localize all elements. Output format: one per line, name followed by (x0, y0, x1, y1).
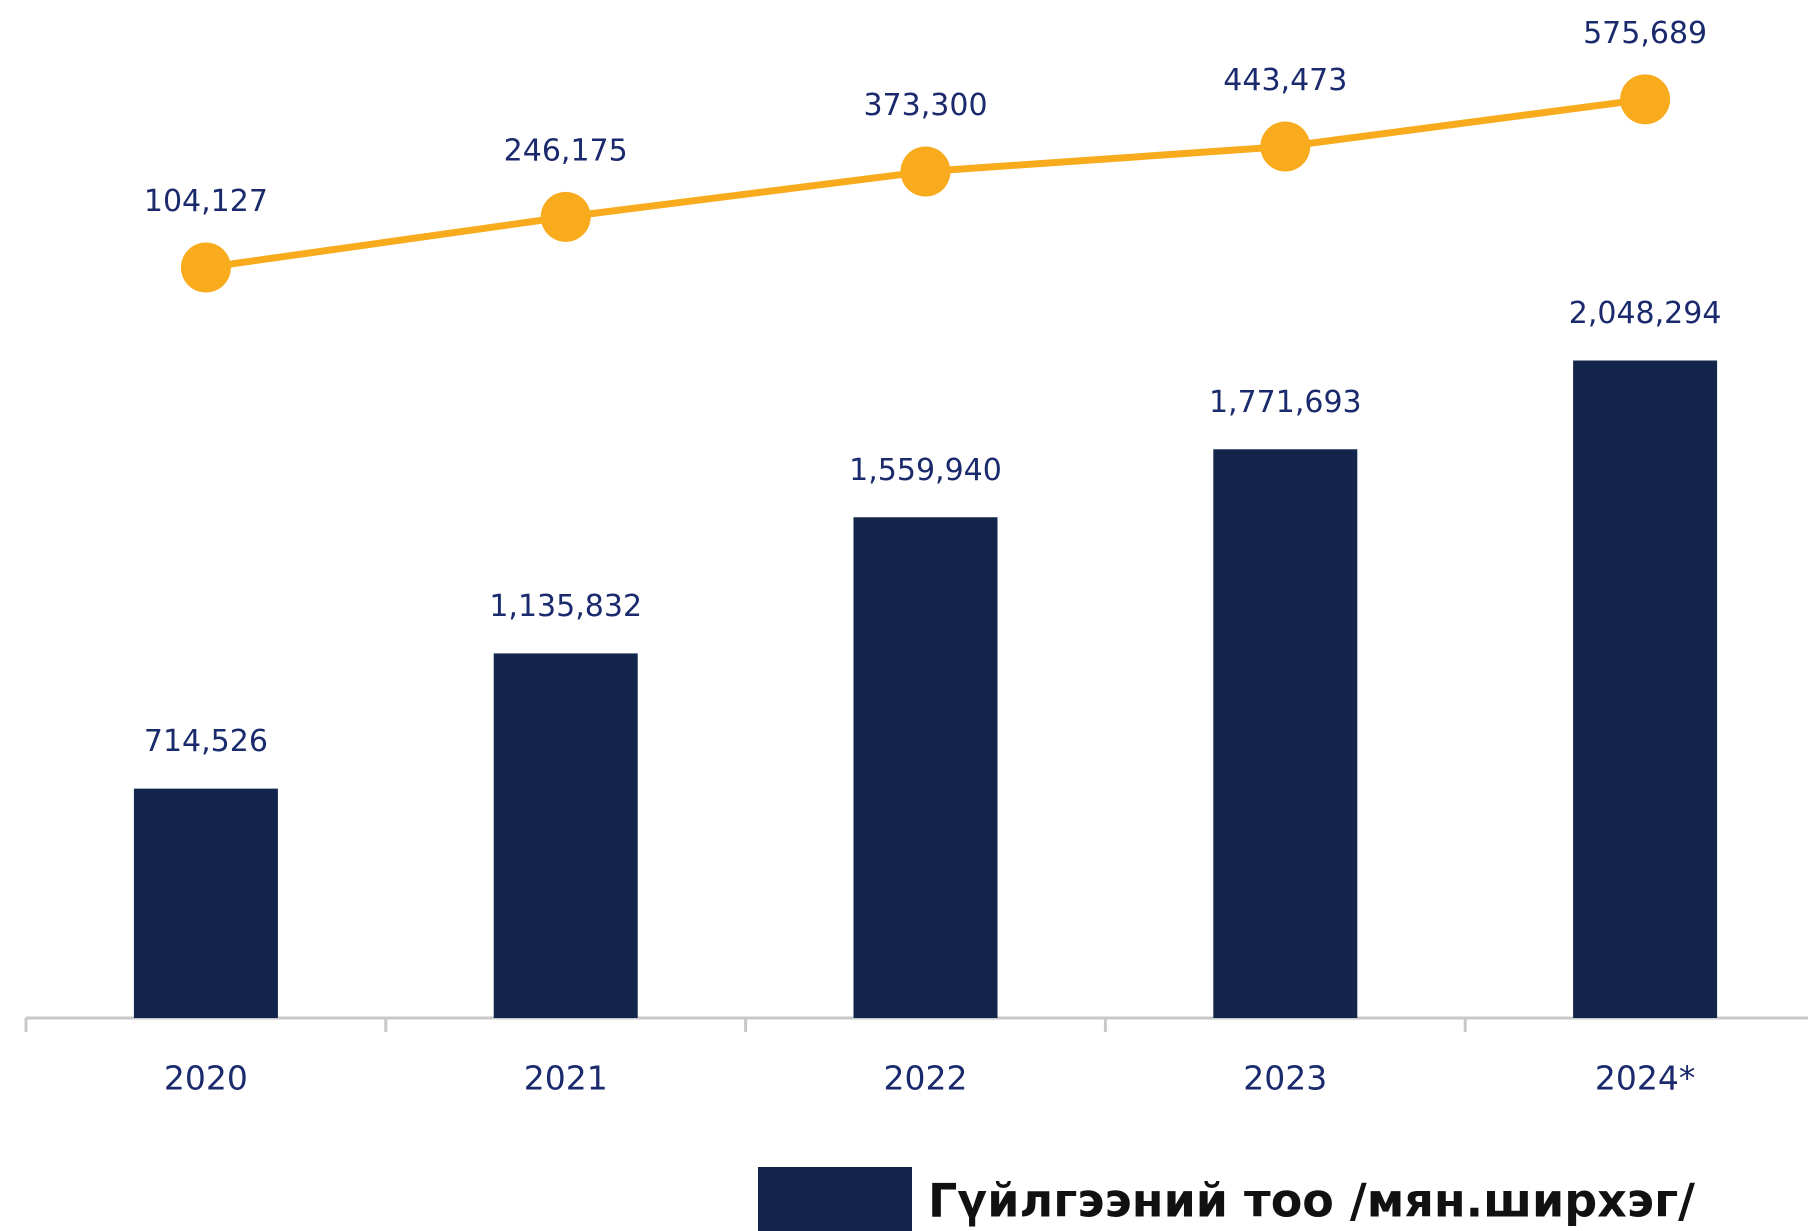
data-label: 1,559,940 (849, 453, 1002, 488)
bar (133, 788, 278, 1018)
bar (853, 517, 998, 1018)
data-label: 714,526 (144, 724, 268, 759)
legend-swatch (758, 1167, 912, 1231)
x-tick-label: 2022 (884, 1059, 968, 1098)
legend-label: Гүйлгээний тоо /мян.ширхэг/ (928, 1174, 1695, 1228)
data-label: 1,135,832 (489, 589, 642, 624)
line-marker (180, 242, 231, 293)
data-label: 1,771,693 (1209, 385, 1362, 420)
data-label: 373,300 (863, 88, 987, 123)
line-marker (1260, 121, 1311, 172)
data-label: 104,127 (144, 184, 268, 219)
line-marker (540, 191, 591, 242)
x-tick-label: 2023 (1243, 1059, 1327, 1098)
line-marker (1620, 74, 1671, 125)
data-label: 443,473 (1223, 63, 1347, 98)
data-label: 246,175 (504, 133, 628, 168)
data-label: 575,689 (1583, 16, 1707, 51)
x-tick-label: 2020 (164, 1059, 248, 1098)
bar (1213, 449, 1358, 1018)
bar (493, 653, 638, 1018)
x-tick-label: 2021 (524, 1059, 608, 1098)
x-tick-label: 2024* (1595, 1059, 1695, 1098)
bar (1573, 360, 1718, 1018)
line-marker (900, 146, 951, 197)
data-label: 2,048,294 (1569, 296, 1722, 331)
